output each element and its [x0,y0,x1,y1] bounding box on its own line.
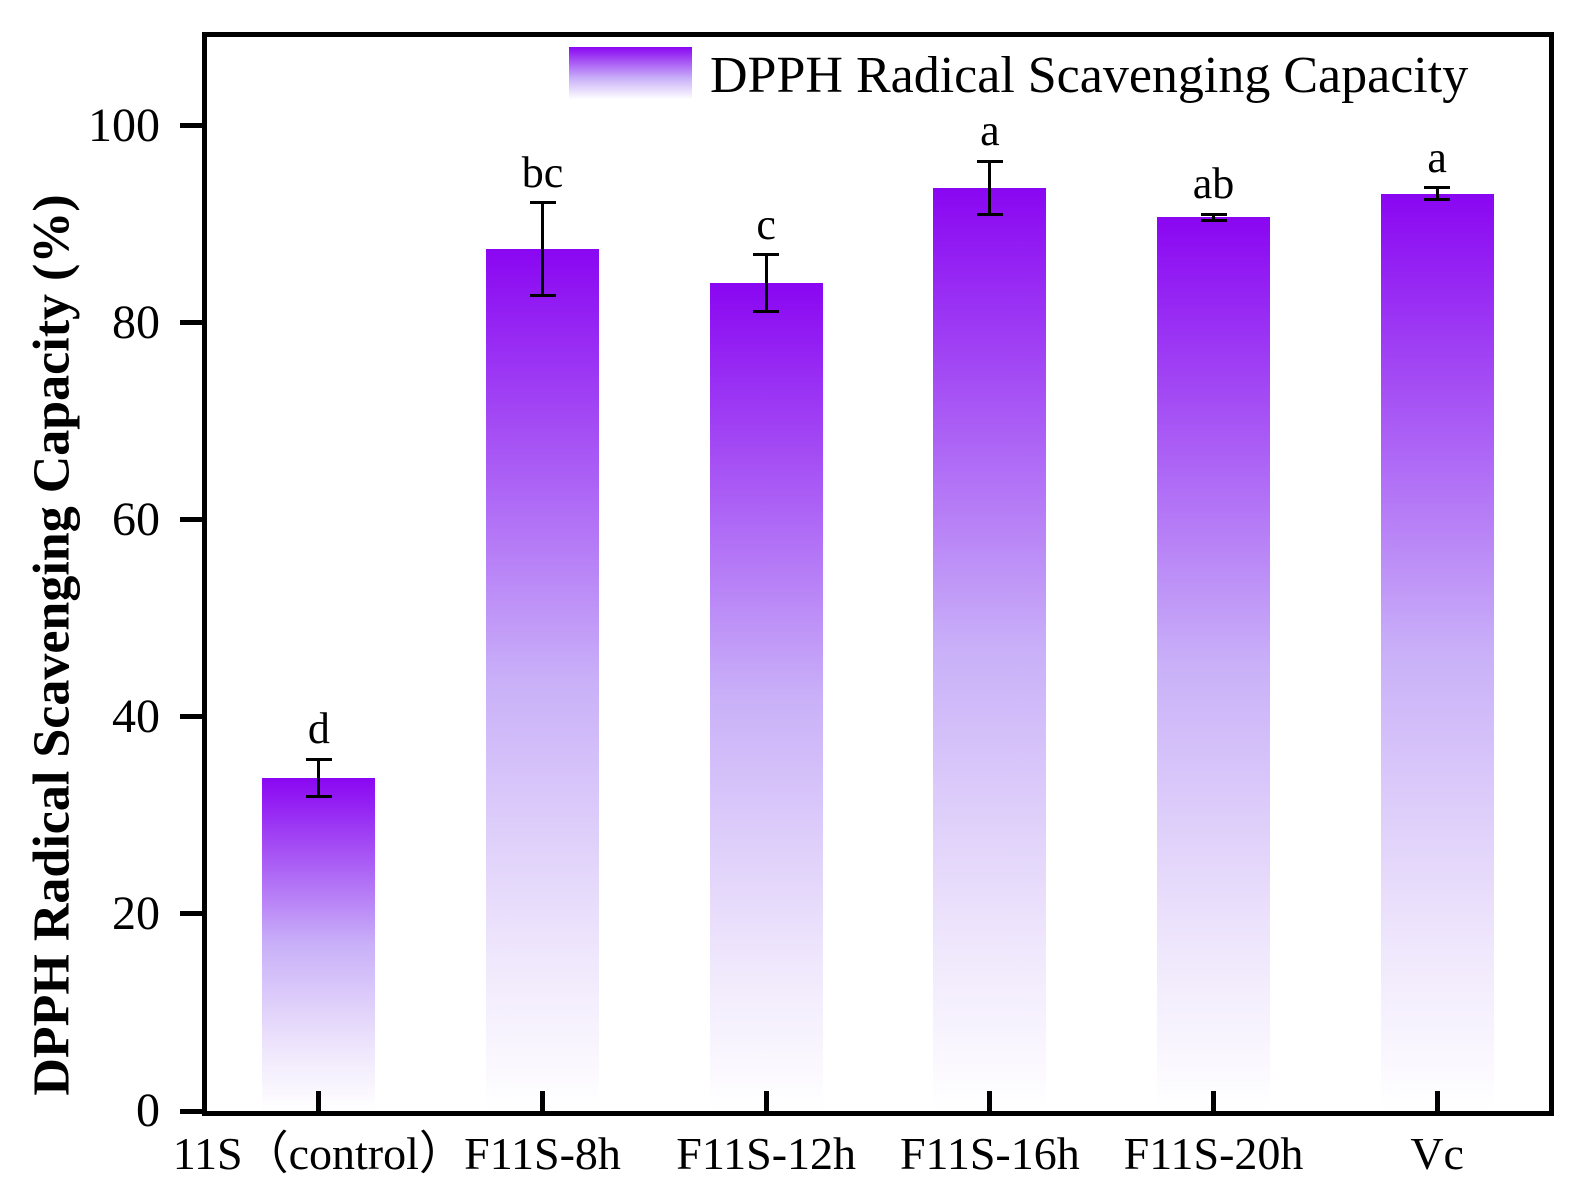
bar-5 [1157,217,1270,1111]
sig-letter-2: bc [521,147,564,197]
error-cap-top-2 [529,201,556,205]
y-tick-80 [180,320,202,326]
error-cap-top-4 [976,159,1003,163]
y-tick-60 [180,517,202,523]
legend-label: DPPH Radical Scavenging Capacity [710,46,1469,104]
error-cap-top-5 [1200,212,1227,216]
error-bar-5 [1212,214,1215,221]
y-tick-label-80: 80 [112,295,160,349]
x-label-1: 11S（control） [172,1128,465,1179]
bar-3 [709,283,823,1111]
x-label-4: F11S-16h [899,1128,1080,1179]
bar-2 [486,248,599,1111]
x-label-6: Vc [1410,1128,1464,1179]
x-label-3: F11S-12h [676,1128,857,1179]
sig-letter-4: a [980,106,1000,156]
error-cap-bottom-6 [1424,198,1451,202]
y-tick-label-100: 100 [88,98,160,152]
error-bar-3 [764,254,768,312]
x-tick-4 [987,1091,993,1111]
y-tick-label-20: 20 [112,886,160,940]
y-tick-0 [180,1108,202,1114]
bar-4 [933,187,1047,1111]
x-tick-2 [540,1091,545,1111]
x-label-5: F11S-20h [1123,1128,1304,1179]
x-tick-6 [1434,1091,1440,1111]
error-cap-bottom-1 [305,795,332,799]
error-bar-6 [1435,187,1439,200]
error-cap-bottom-3 [753,310,780,314]
y-tick-40 [180,714,202,720]
error-cap-bottom-5 [1200,218,1227,222]
plot-area: d bc c a ab a DPPH Radical Scavenging Capacit… [202,32,1554,1116]
y-tick-label-60: 60 [112,492,160,546]
legend: DPPH Radical Scavenging Capacity [569,47,1468,104]
sig-letter-1: d [307,704,330,754]
x-tick-1 [316,1091,322,1111]
sig-letter-5: ab [1192,159,1235,209]
error-cap-bottom-4 [976,212,1003,216]
error-bar-4 [988,161,992,215]
legend-swatch [569,47,692,104]
x-tick-3 [763,1091,769,1111]
error-bar-2 [541,202,544,296]
bar-6 [1380,193,1494,1111]
y-tick-label-40: 40 [112,689,160,743]
sig-letter-3: c [756,199,776,249]
error-cap-top-6 [1424,186,1451,190]
bar-1 [262,777,376,1111]
y-tick-label-0: 0 [136,1084,160,1137]
error-cap-bottom-2 [529,293,556,297]
x-tick-5 [1211,1091,1216,1111]
error-bar-1 [317,759,321,797]
y-tick-20 [180,911,202,917]
y-tick-100 [180,123,202,129]
x-label-2: F11S-8h [464,1128,621,1179]
sig-letter-6: a [1427,132,1447,182]
error-cap-top-3 [753,253,780,257]
error-cap-top-1 [305,757,332,761]
